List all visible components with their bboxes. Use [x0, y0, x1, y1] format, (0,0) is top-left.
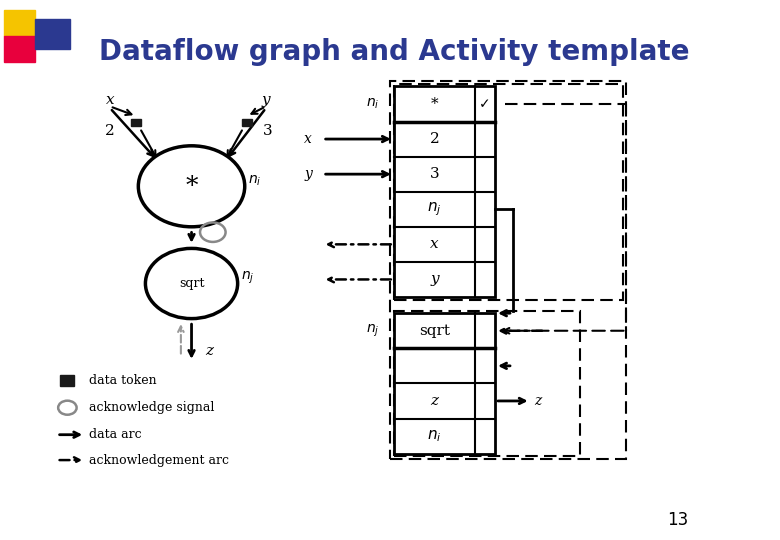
Text: 13: 13 [667, 511, 688, 529]
Bar [60, 375, 74, 386]
Text: acknowledge signal: acknowledge signal [89, 401, 214, 414]
Bar [4, 10, 35, 36]
Text: sqrt: sqrt [179, 277, 204, 290]
Bar [131, 119, 141, 126]
Bar [394, 86, 495, 297]
Text: 2: 2 [105, 124, 115, 138]
Text: $n_j$: $n_j$ [427, 200, 441, 218]
Bar [35, 19, 70, 49]
Text: $n_j$: $n_j$ [241, 270, 255, 286]
Text: data token: data token [89, 374, 156, 387]
Text: 3: 3 [264, 124, 273, 138]
Text: $n_i$: $n_i$ [427, 428, 441, 444]
Bar [390, 81, 626, 459]
Circle shape [145, 248, 238, 319]
Bar [394, 313, 495, 454]
Text: 2: 2 [430, 132, 439, 146]
Text: z: z [205, 344, 213, 358]
Text: x: x [304, 132, 312, 146]
Text: Dataflow graph and Activity template: Dataflow graph and Activity template [99, 38, 690, 66]
Text: x: x [105, 93, 114, 107]
Text: data arc: data arc [89, 428, 141, 441]
Text: 3: 3 [430, 167, 439, 181]
Text: $n_i$: $n_i$ [248, 174, 262, 188]
Text: $n_j$: $n_j$ [366, 322, 380, 339]
Bar [242, 119, 252, 126]
Text: z: z [431, 394, 438, 408]
Bar [394, 310, 580, 456]
Text: ✓: ✓ [480, 97, 491, 111]
Text: *: * [431, 97, 438, 111]
Text: x: x [431, 238, 439, 251]
Text: y: y [262, 93, 271, 107]
Text: acknowledgement arc: acknowledgement arc [89, 454, 229, 467]
Bar [4, 36, 35, 62]
Text: z: z [534, 394, 541, 408]
Circle shape [138, 146, 245, 227]
Text: sqrt: sqrt [419, 324, 450, 338]
Text: $n_i$: $n_i$ [366, 97, 380, 111]
Text: *: * [186, 175, 198, 198]
Text: y: y [431, 273, 439, 286]
Text: y: y [304, 167, 312, 181]
Bar [394, 84, 622, 300]
